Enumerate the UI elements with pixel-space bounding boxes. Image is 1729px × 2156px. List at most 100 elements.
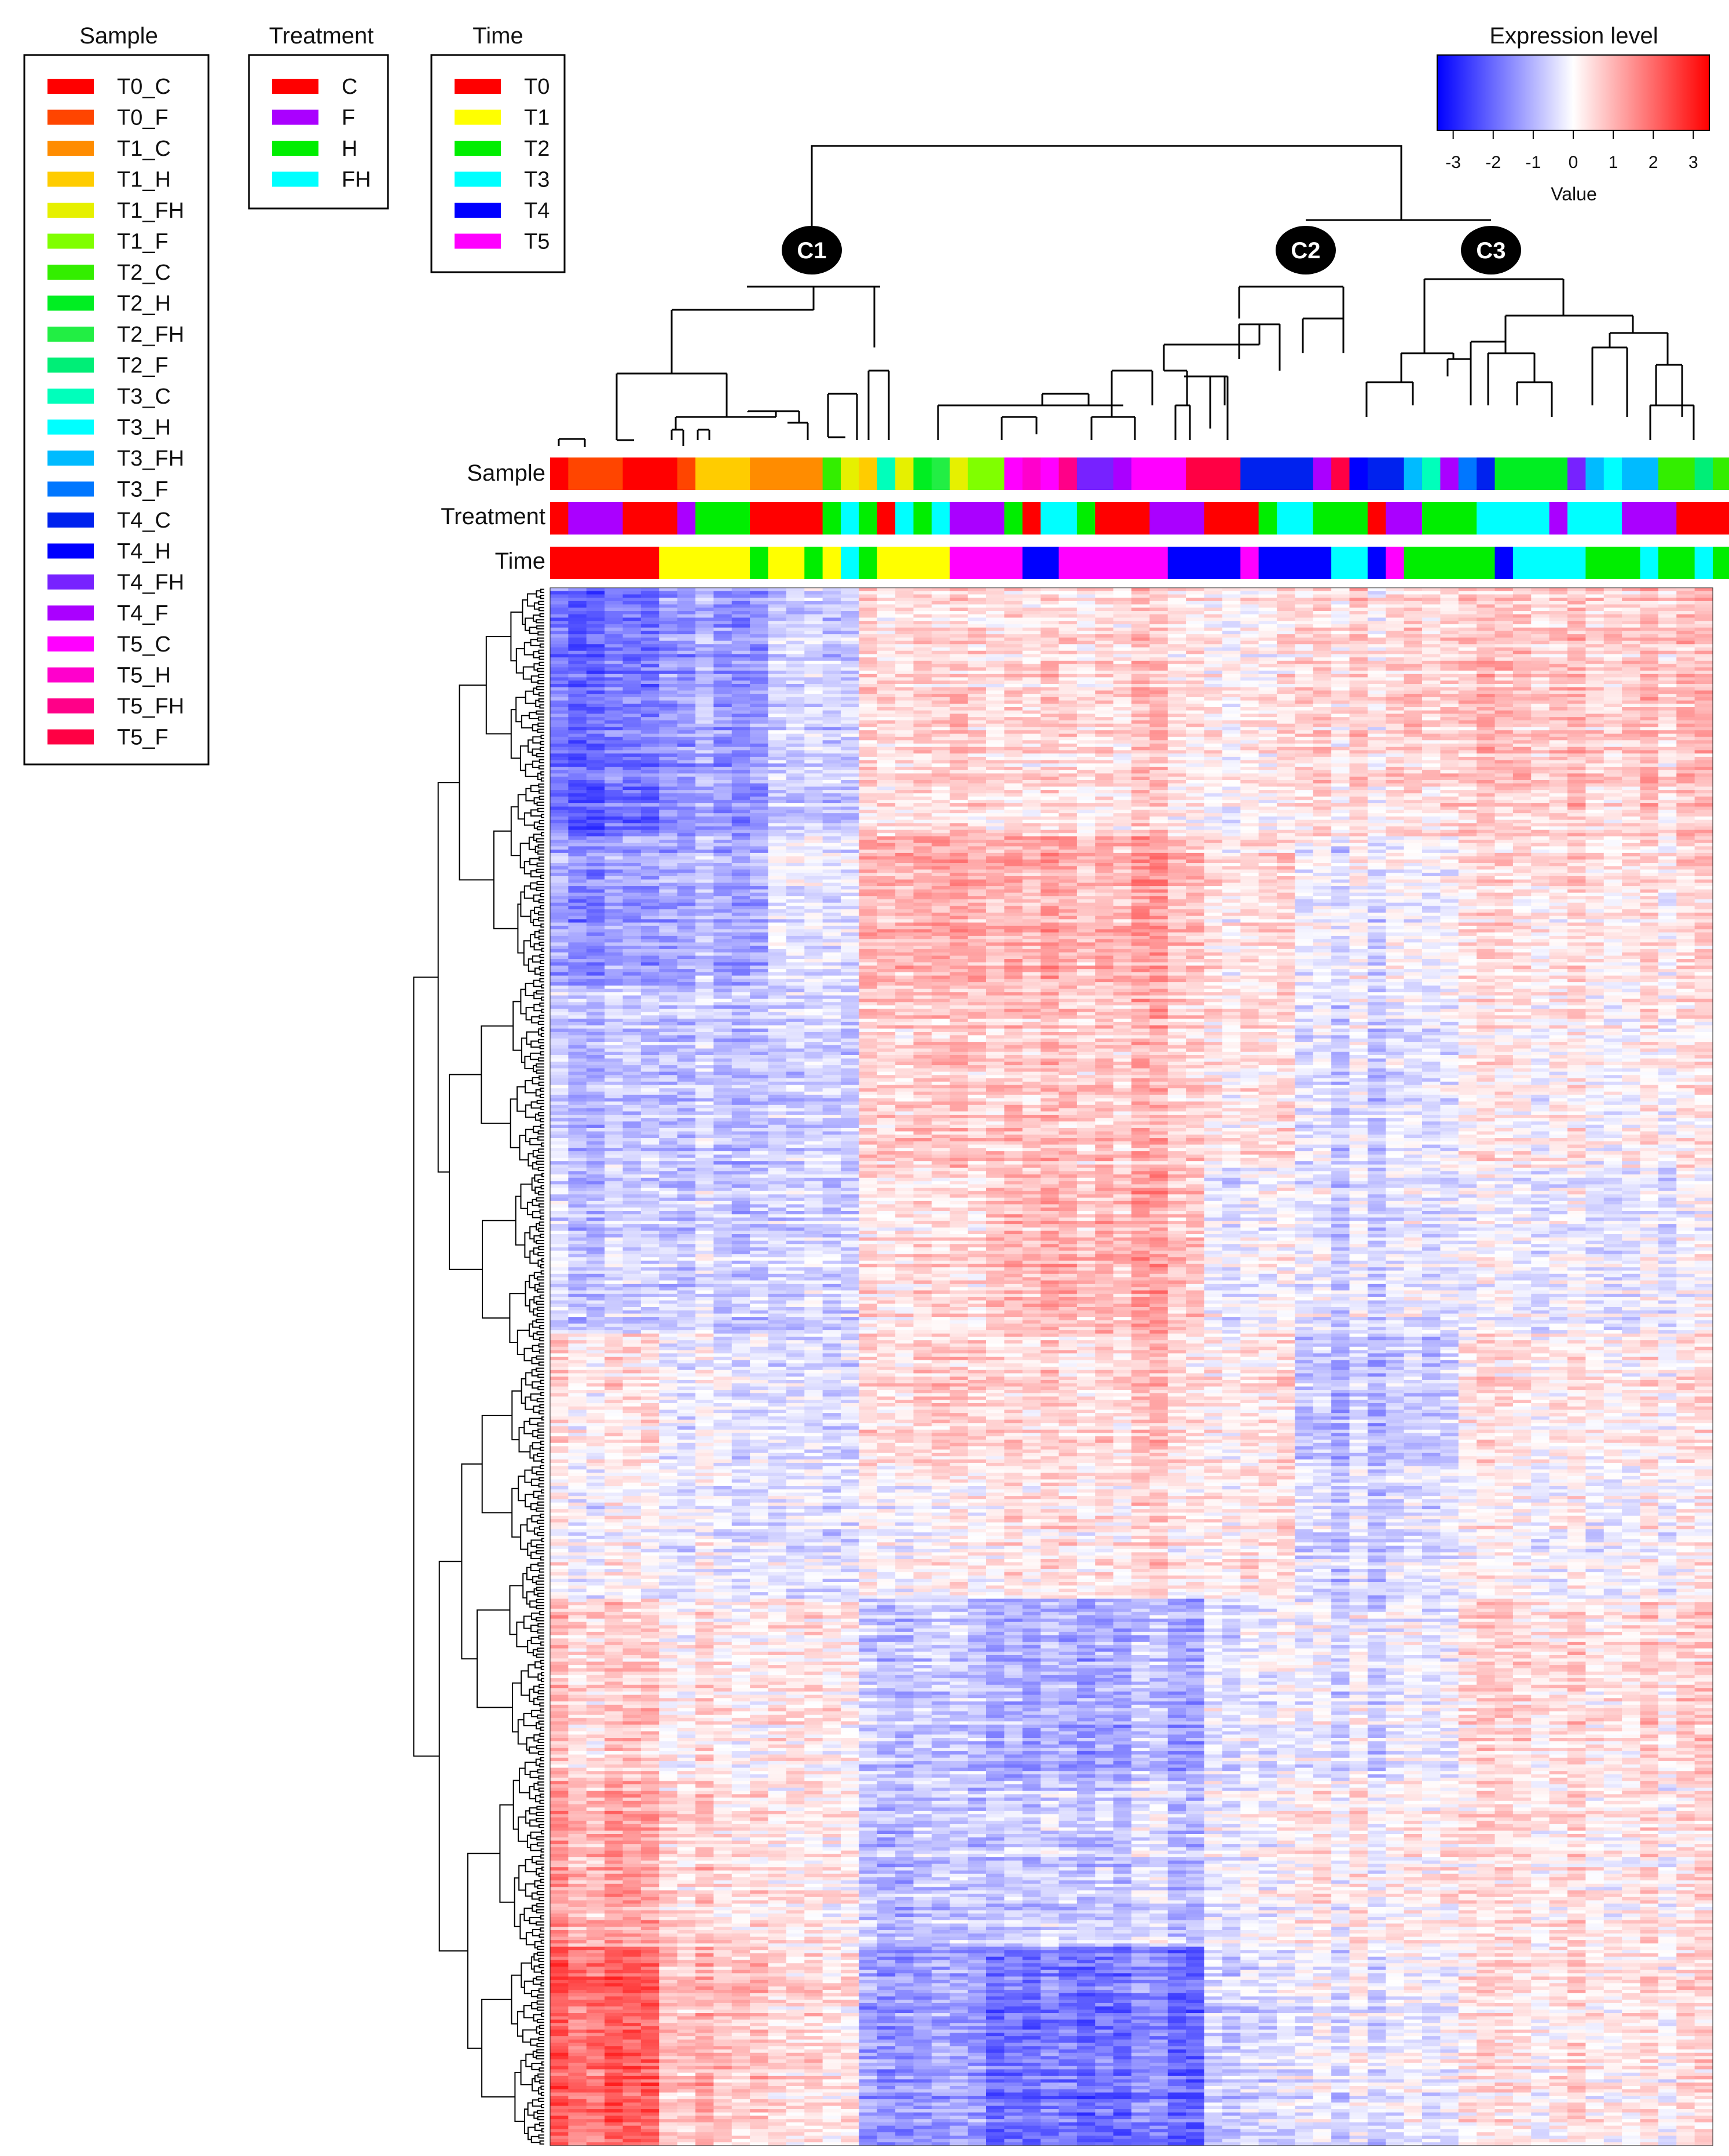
heatmap-cell (986, 611, 1005, 614)
heatmap-cell (1059, 621, 1078, 624)
heatmap-cell (1404, 614, 1423, 618)
heatmap-cell (1549, 588, 1568, 591)
heatmap-cell (1059, 611, 1078, 614)
heatmap-cell (1041, 591, 1059, 595)
heatmap-cell (895, 598, 914, 601)
heatmap-cell (1549, 621, 1568, 624)
heatmap-cell (804, 594, 823, 598)
heatmap-cell (1495, 598, 1514, 601)
heatmap-cell (895, 607, 914, 611)
heatmap-cell (1404, 611, 1423, 614)
heatmap-cell (804, 631, 823, 634)
heatmap-cell (1422, 591, 1441, 595)
heatmap-cell (859, 598, 877, 601)
heatmap-cell (1604, 614, 1622, 618)
heatmap-cell (1350, 601, 1368, 605)
heatmap-cell (968, 631, 987, 634)
heatmap-cell (1149, 628, 1168, 631)
annotation-cell-time-t4 (1495, 547, 1514, 579)
heatmap-cell (677, 588, 696, 591)
heatmap-cell (1095, 618, 1113, 621)
heatmap-cell (823, 594, 841, 598)
cluster-c1: C1 (782, 226, 842, 274)
heatmap-cell (768, 601, 787, 605)
heatmap-cell (1622, 634, 1640, 638)
heatmap-cell (1222, 588, 1241, 591)
heatmap-cell (968, 618, 987, 621)
heatmap-cell (1131, 594, 1150, 598)
annotation-cell-treatment-c (550, 502, 569, 535)
heatmap-cell (1240, 594, 1259, 598)
heatmap-cell (1295, 614, 1313, 618)
heatmap-cell (1622, 631, 1640, 634)
heatmap-cell (1459, 607, 1477, 611)
annotation-cell-sample-t2_c (1658, 457, 1695, 490)
heatmap-cell (641, 628, 660, 631)
legend-swatch-t5_h (47, 668, 94, 683)
annotation-cell-sample-t1_h (859, 457, 877, 490)
heatmap-cell (605, 588, 623, 591)
heatmap-cell (914, 634, 932, 638)
heatmap-cell (1640, 601, 1659, 605)
heatmap-cell (1041, 624, 1059, 628)
heatmap-cell (1549, 598, 1568, 601)
heatmap-cell (1495, 634, 1514, 638)
heatmap-cell (1658, 588, 1677, 591)
heatmap-cell (605, 594, 623, 598)
heatmap-cell (659, 607, 677, 611)
heatmap-cell (1186, 605, 1204, 608)
heatmap-cell (568, 634, 587, 638)
heatmap-cell (1004, 607, 1023, 611)
heatmap-cell (1095, 621, 1113, 624)
heatmap-cell (1168, 607, 1186, 611)
heatmap-cell (1077, 607, 1096, 611)
heatmap-cell (1477, 634, 1495, 638)
heatmap-cell (1386, 607, 1404, 611)
heatmap-cell (1313, 598, 1332, 601)
heatmap-cell (1422, 628, 1441, 631)
heatmap-cell (1149, 621, 1168, 624)
heatmap-cell (1658, 621, 1677, 624)
heatmap-cell (950, 601, 968, 605)
heatmap-cell (568, 601, 587, 605)
heatmap-cell (713, 638, 732, 641)
heatmap-cell (641, 598, 660, 601)
heatmap-cell (713, 598, 732, 601)
heatmap-cell (786, 638, 805, 641)
annotation-cells (550, 457, 1729, 579)
heatmap-cell (1676, 588, 1695, 591)
heatmap-cell (750, 618, 768, 621)
heatmap-cell (605, 605, 623, 608)
heatmap-cell (1059, 631, 1078, 634)
heatmap-cell (1149, 614, 1168, 618)
heatmap-cell (950, 631, 968, 634)
heatmap-cell (1640, 614, 1659, 618)
heatmap-cell (1622, 628, 1640, 631)
annotation-cell-sample-t4_c (1477, 457, 1495, 490)
heatmap-cell (659, 624, 677, 628)
heatmap-cell (1240, 631, 1259, 634)
legend-swatch-t1_f (47, 234, 94, 249)
heatmap-cell (587, 631, 605, 634)
heatmap-cell (1077, 598, 1096, 601)
heatmap-cell (1059, 634, 1078, 638)
c1-subtree-links (559, 287, 889, 447)
legend-swatch-t5_fh (47, 698, 94, 713)
heatmap-cell (750, 631, 768, 634)
heatmap-cell (950, 624, 968, 628)
heatmap-cell (1259, 594, 1277, 598)
heatmap-cell (1222, 624, 1241, 628)
heatmap-cell (1658, 594, 1677, 598)
annotation-cell-sample-t4_c (1368, 457, 1404, 490)
heatmap-cell (1222, 598, 1241, 601)
heatmap-cell (550, 611, 569, 614)
annotation-cell-treatment-h (914, 502, 932, 535)
heatmap-cell (895, 614, 914, 618)
time-legend: Time T0T1T2T3T4T5 (431, 23, 565, 272)
heatmap-cell (1168, 621, 1186, 624)
heatmap-cell (1113, 588, 1132, 591)
heatmap-cell (1004, 611, 1023, 614)
heatmap-cell (695, 638, 714, 641)
legend-label-t0_f: T0_F (117, 106, 168, 130)
heatmap-cell (986, 618, 1005, 621)
